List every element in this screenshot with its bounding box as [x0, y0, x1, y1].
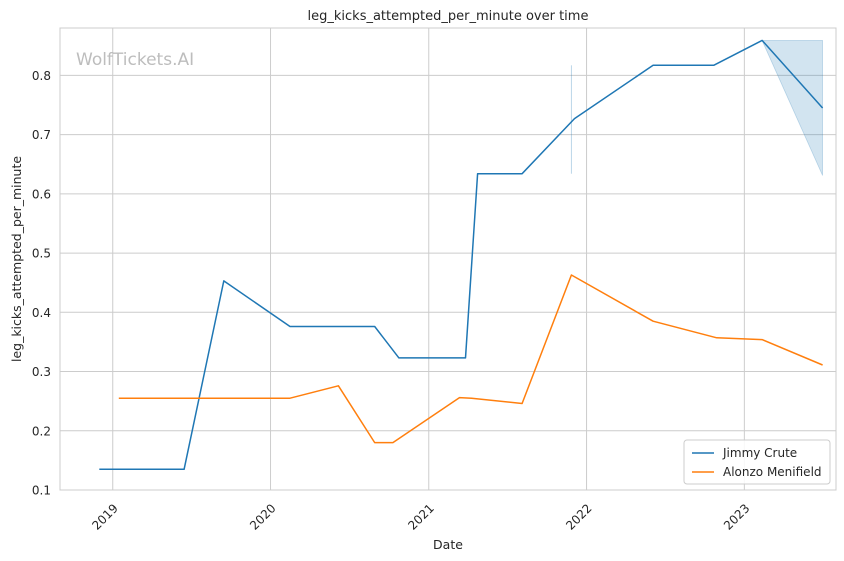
grid — [60, 28, 836, 491]
y-tick-label: 0.5 — [32, 247, 51, 261]
y-tick-label: 0.2 — [32, 424, 51, 438]
y-tick-label: 0.6 — [32, 187, 51, 201]
x-axis-ticks: 2019 2020 2021 2022 2023 — [89, 501, 752, 532]
y-tick-label: 0.1 — [32, 484, 51, 498]
legend-label: Jimmy Crute — [722, 446, 797, 460]
x-tick-label: 2023 — [721, 501, 752, 532]
legend: Jimmy Crute Alonzo Menifield — [683, 439, 831, 485]
y-axis-ticks: 0.1 0.2 0.3 0.4 0.5 0.6 0.7 0.8 — [32, 69, 51, 498]
y-tick-label: 0.4 — [32, 306, 51, 320]
series-line — [99, 39, 824, 471]
x-axis-label: Date — [433, 537, 463, 552]
confidence-band — [761, 40, 823, 176]
series-lines — [99, 39, 824, 471]
series-line — [118, 274, 823, 444]
plot-frame — [59, 27, 837, 491]
y-tick-label: 0.7 — [32, 128, 51, 142]
x-tick-label: 2019 — [89, 501, 120, 532]
legend-label: Alonzo Menifield — [723, 465, 822, 479]
legend-frame — [683, 439, 831, 485]
y-tick-label: 0.3 — [32, 365, 51, 379]
y-axis-label: leg_kicks_attempted_per_minute — [9, 156, 24, 362]
y-tick-label: 0.8 — [32, 69, 51, 83]
x-tick-label: 2021 — [405, 501, 436, 532]
x-tick-label: 2022 — [563, 501, 594, 532]
chart-title: leg_kicks_attempted_per_minute over time — [308, 9, 589, 24]
x-tick-label: 2020 — [247, 501, 278, 532]
watermark: WolfTickets.AI — [76, 50, 194, 70]
confidence-bands — [570, 40, 823, 176]
